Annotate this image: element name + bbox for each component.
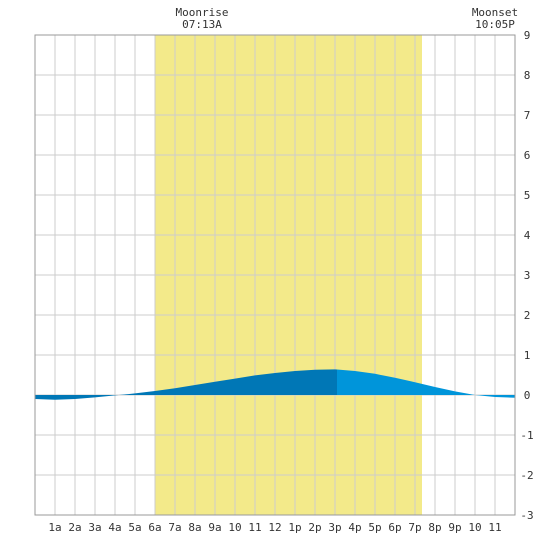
y-tick-labels: -3 -2 -1 0 1 2 3 4 5 6 7 8 9: [520, 29, 533, 522]
y-tick-label: -2: [520, 469, 533, 482]
x-tick-label: 5a: [128, 521, 141, 534]
moonrise-label: Moonrise: [176, 6, 229, 19]
y-tick-label: 1: [524, 349, 531, 362]
x-tick-label: 7a: [168, 521, 181, 534]
x-tick-label: 12: [268, 521, 281, 534]
y-tick-label: 5: [524, 189, 531, 202]
x-tick-label: 3p: [328, 521, 341, 534]
x-tick-label: 1a: [48, 521, 61, 534]
y-tick-label: 9: [524, 29, 531, 42]
x-tick-label: 6a: [148, 521, 161, 534]
x-tick-label: 7p: [408, 521, 421, 534]
x-tick-label: 9p: [448, 521, 461, 534]
y-tick-label: 6: [524, 149, 531, 162]
y-tick-label: 7: [524, 109, 531, 122]
x-tick-label: 1p: [288, 521, 301, 534]
y-tick-label: 2: [524, 309, 531, 322]
x-tick-label: 8a: [188, 521, 201, 534]
y-tick-label: -1: [520, 429, 533, 442]
tide-area-falling: [337, 369, 515, 398]
tide-area-layer: [35, 369, 515, 400]
tide-area-rising: [35, 369, 337, 400]
x-tick-label: 4p: [348, 521, 361, 534]
moonset-time: 10:05P: [475, 18, 515, 31]
x-tick-label: 10: [228, 521, 241, 534]
x-tick-label: 4a: [108, 521, 121, 534]
x-tick-label: 3a: [88, 521, 101, 534]
x-tick-label: 11: [248, 521, 261, 534]
y-tick-label: -3: [520, 509, 533, 522]
y-tick-label: 3: [524, 269, 531, 282]
x-tick-label: 10: [468, 521, 481, 534]
plot-frame: [34, 34, 516, 516]
x-tick-label: 9a: [208, 521, 221, 534]
moonset-label: Moonset: [472, 6, 518, 19]
moonrise-time: 07:13A: [182, 18, 222, 31]
x-tick-label: 5p: [368, 521, 381, 534]
x-tick-label: 11: [488, 521, 501, 534]
x-tick-label: 6p: [388, 521, 401, 534]
x-tick-label: 8p: [428, 521, 441, 534]
x-tick-labels: 1a 2a 3a 4a 5a 6a 7a 8a 9a 10 11 12 1p 2p 3p 4p 5p 6p 7p 8p…: [48, 521, 501, 534]
y-tick-label: 8: [524, 69, 531, 82]
x-tick-label: 2a: [68, 521, 81, 534]
y-tick-label: 0: [524, 389, 531, 402]
y-tick-label: 4: [524, 229, 531, 242]
grid-layer: [35, 35, 515, 515]
x-tick-label: 2p: [308, 521, 321, 534]
